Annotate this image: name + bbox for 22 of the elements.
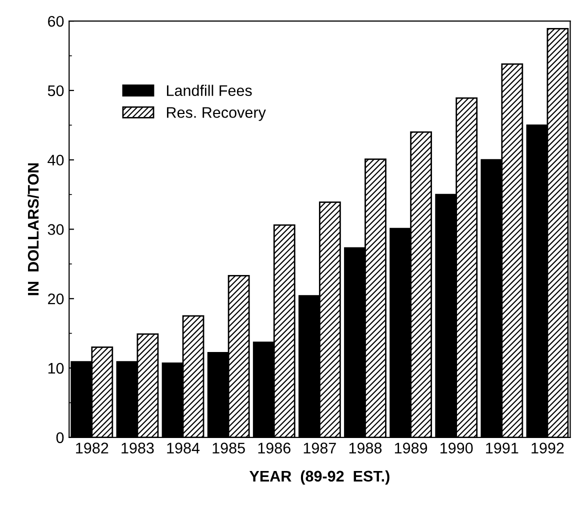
x-axis-title: YEAR (89-92 EST.) [249, 470, 390, 485]
x-tick-label: 1991 [486, 442, 518, 454]
y-tick-label: 50 [48, 85, 64, 96]
y-tick-label: 60 [48, 16, 64, 27]
x-tick-label: 1987 [304, 442, 336, 454]
y-tick-label: 30 [48, 224, 64, 235]
y-tick-label: 40 [48, 154, 64, 166]
legend-label: Res. Recovery [166, 107, 266, 121]
x-tick-label: 1983 [122, 442, 154, 454]
y-axis-title: IN DOLLARS/TON [27, 163, 39, 296]
x-tick-label: 1989 [394, 442, 428, 454]
x-tick-label: 1982 [76, 442, 108, 454]
x-tick-label: 1985 [212, 442, 245, 454]
y-tick-label: 10 [48, 362, 64, 374]
legend-label: Landfill Fees [166, 84, 252, 96]
x-tick-label: 1986 [258, 442, 290, 454]
x-tick-label: 1990 [440, 442, 473, 454]
x-tick-label: 1984 [167, 442, 200, 454]
y-tick-label: 0 [56, 432, 64, 444]
x-tick-label: 1988 [349, 442, 382, 454]
y-tick-label: 20 [48, 294, 64, 304]
x-tick-label: 1992 [532, 442, 564, 454]
